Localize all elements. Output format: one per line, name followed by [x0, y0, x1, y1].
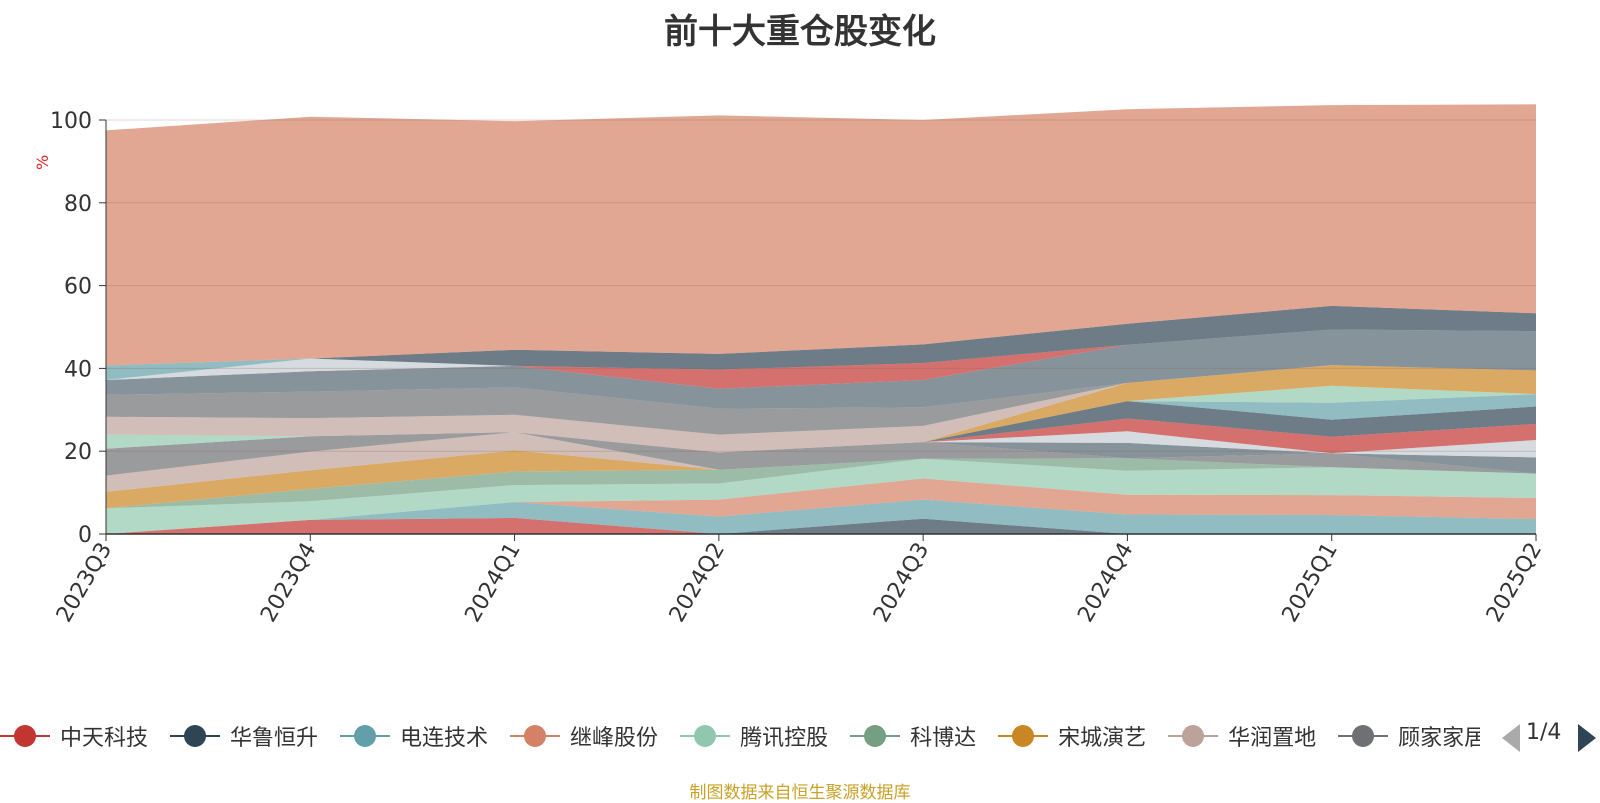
area-series-10[interactable]	[106, 431, 1536, 458]
legend-marker-icon	[1338, 724, 1389, 748]
area-series-23[interactable]	[106, 104, 1536, 366]
x-tick-label: 2025Q1	[1278, 539, 1343, 627]
area-series-21[interactable]	[106, 305, 1536, 380]
x-tick-label: 2024Q3	[869, 539, 934, 627]
area-series-12[interactable]	[106, 401, 1536, 453]
y-tick-label: 80	[64, 192, 92, 217]
area-series-20[interactable]	[106, 329, 1536, 389]
area-series-group	[106, 104, 1536, 534]
legend-marker-icon	[998, 724, 1049, 748]
legend-item[interactable]: 宋城演艺	[998, 712, 1146, 760]
legend-marker-icon	[510, 724, 561, 748]
legend-label: 科博达	[910, 726, 977, 751]
legend-marker-icon	[0, 724, 50, 748]
legend-item[interactable]: 腾讯控股	[680, 712, 828, 760]
area-series-2[interactable]	[106, 499, 1536, 534]
legend-label: 继峰股份	[570, 726, 659, 751]
y-tick-label: 100	[50, 109, 92, 134]
legend: 中天科技 华鲁恒升 电连技术 继峰股份 腾讯控股 科博达 宋城演艺 华润置地 顾家家居	[0, 712, 1480, 760]
legend-item[interactable]: 中天科技	[0, 712, 148, 760]
legend-label: 腾讯控股	[740, 726, 829, 751]
legend-next-page-icon[interactable]	[1578, 724, 1596, 752]
legend-item[interactable]: 科博达	[850, 712, 976, 760]
legend-prev-page-icon[interactable]	[1502, 724, 1520, 752]
legend-pager: 1/4	[1496, 712, 1600, 760]
area-series-6[interactable]	[106, 450, 1536, 509]
legend-marker-icon	[340, 724, 391, 748]
area-series-8[interactable]	[106, 432, 1536, 476]
legend-label: 电连技术	[400, 726, 489, 751]
legend-track: 中天科技 华鲁恒升 电连技术 继峰股份 腾讯控股 科博达 宋城演艺 华润置地 顾家家居	[0, 712, 1480, 760]
legend-item[interactable]: 顾家家居	[1338, 712, 1480, 760]
legend-item[interactable]: 华鲁恒升	[170, 712, 318, 760]
area-series-5[interactable]	[106, 458, 1536, 509]
legend-item[interactable]: 继峰股份	[510, 712, 658, 760]
area-series-4[interactable]	[106, 458, 1536, 534]
area-series-3[interactable]	[106, 478, 1536, 535]
legend-item[interactable]: 华润置地	[1168, 712, 1316, 760]
area-series-11[interactable]	[106, 418, 1536, 454]
legend-marker-icon	[1168, 724, 1219, 748]
legend-label: 华鲁恒升	[230, 726, 319, 751]
area-series-15[interactable]	[106, 365, 1536, 453]
area-series-9[interactable]	[106, 432, 1536, 474]
area-series-1[interactable]	[106, 517, 1536, 534]
source-note: 制图数据来自恒生聚源数据库	[689, 783, 911, 803]
legend-marker-icon	[850, 724, 901, 748]
y-tick-label: 0	[78, 523, 92, 548]
legend-label: 顾家家居	[1398, 726, 1480, 751]
area-series-18[interactable]	[106, 329, 1536, 409]
legend-label: 中天科技	[60, 726, 149, 751]
y-tick-label: 40	[64, 357, 92, 382]
y-axis-label: %	[33, 155, 52, 170]
y-tick-label: 60	[64, 275, 92, 300]
legend-label: 华润置地	[1228, 726, 1317, 751]
legend-page-indicator: 1/4	[1526, 720, 1562, 745]
stacked-area-chart: 0 20 40 60 80 100 2023Q3 2023Q4 2024Q1 2024Q2 2024…	[33, 104, 1547, 627]
area-series-14[interactable]	[106, 385, 1536, 453]
area-series-16[interactable]	[106, 365, 1536, 453]
x-tick-label: 2025Q2	[1482, 539, 1547, 627]
legend-label: 宋城演艺	[1058, 726, 1147, 751]
legend-item[interactable]: 电连技术	[340, 712, 488, 760]
x-tick-label: 2023Q3	[52, 539, 117, 627]
x-tick-label: 2024Q4	[1073, 539, 1138, 627]
x-tick-label: 2023Q4	[256, 539, 321, 627]
area-series-7[interactable]	[106, 432, 1536, 492]
area-series-0[interactable]	[106, 517, 1536, 534]
chart-title: 前十大重仓股变化	[664, 12, 936, 52]
legend-marker-icon	[680, 724, 731, 748]
legend-marker-icon	[170, 724, 221, 748]
area-series-17[interactable]	[106, 365, 1536, 435]
x-tick-label: 2024Q1	[460, 539, 525, 627]
y-tick-label: 20	[64, 440, 92, 465]
x-tick-label: 2024Q2	[665, 539, 730, 627]
